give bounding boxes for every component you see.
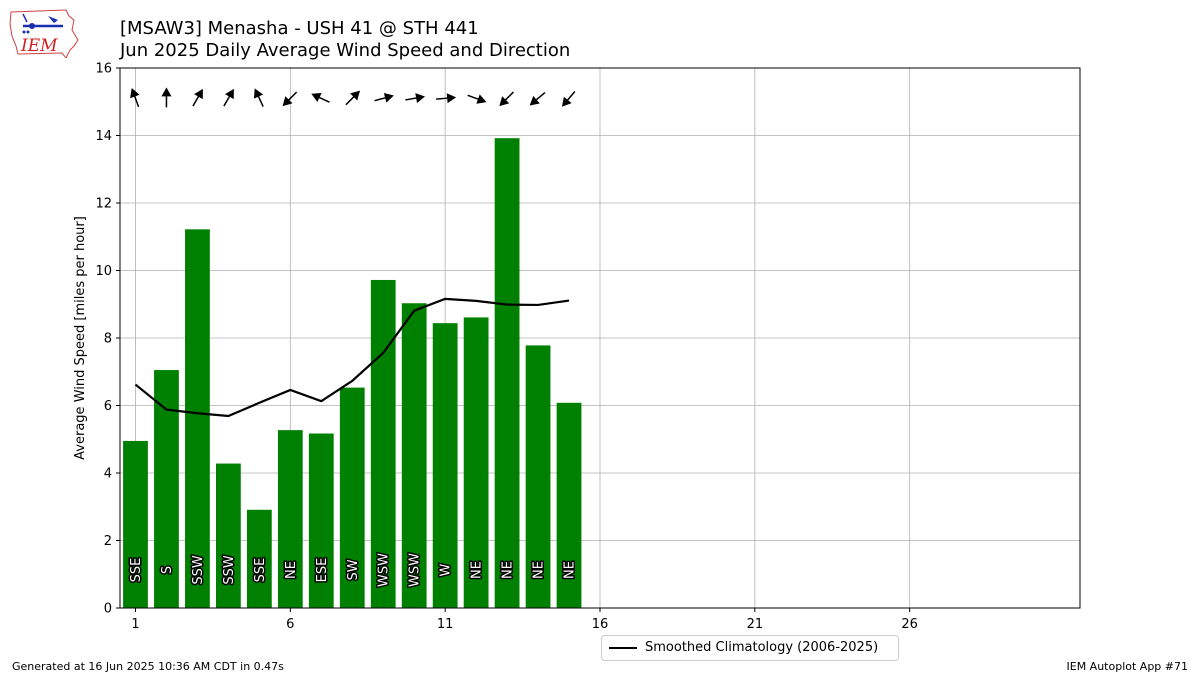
wind-arrows: [130, 87, 576, 108]
direction-label-outline: NE: [501, 561, 516, 579]
x-tick-label: 16: [592, 617, 609, 632]
direction-label: NE: [501, 561, 516, 579]
direction-label: NE: [532, 561, 547, 579]
direction-label: SW: [346, 559, 361, 580]
direction-label: NE: [470, 561, 485, 579]
wind-arrow: [467, 94, 487, 104]
chart-title: [MSAW3] Menasha - USH 41 @ STH 441: [120, 18, 479, 39]
chart-subtitle: Jun 2025 Daily Average Wind Speed and Di…: [120, 40, 571, 61]
y-tick-label: 8: [104, 332, 112, 347]
direction-label-outline: NE: [532, 561, 547, 579]
direction-label: NE: [284, 561, 299, 579]
direction-label: W: [439, 563, 454, 576]
bar: [185, 229, 210, 608]
direction-label: SSE: [253, 558, 268, 583]
direction-label-outline: SW: [346, 559, 361, 580]
legend: Smoothed Climatology (2006-2025): [601, 635, 899, 661]
bar: [246, 509, 272, 608]
wind-arrow: [311, 92, 330, 103]
wind-arrow: [405, 93, 426, 103]
y-tick-label: 16: [95, 62, 112, 77]
bars: [123, 138, 582, 608]
wind-arrow: [561, 90, 576, 107]
bar: [432, 323, 458, 608]
generated-timestamp: Generated at 16 Jun 2025 10:36 AM CDT in…: [12, 660, 284, 673]
iem-logo: IEM: [8, 6, 80, 59]
wind-arrow: [345, 90, 361, 106]
y-tick-label: 0: [104, 602, 112, 617]
wind-arrow: [130, 88, 140, 108]
y-tick-label: 12: [95, 197, 112, 212]
bar: [277, 430, 303, 608]
bar: [525, 345, 551, 608]
direction-label-outline: SSW: [191, 555, 206, 585]
direction-label: WSW: [408, 553, 423, 587]
direction-label-outline: ESE: [315, 558, 330, 583]
direction-label-outline: SSE: [129, 558, 144, 583]
y-axis-label: Average Wind Speed [miles per hour]: [73, 216, 88, 460]
wind-arrow: [499, 91, 514, 107]
direction-label-outline: S: [160, 566, 175, 574]
direction-label-outline: WSW: [408, 553, 423, 587]
direction-label-outline: NE: [470, 561, 485, 579]
y-tick-label: 10: [95, 264, 112, 279]
wind-arrow: [529, 92, 546, 106]
bar: [494, 138, 520, 608]
y-tick-label: 14: [95, 129, 112, 144]
direction-label: SSE: [129, 558, 144, 583]
wind-arrow: [223, 88, 234, 107]
wind-arrow: [436, 93, 457, 104]
svg-text:IEM: IEM: [20, 36, 58, 56]
direction-label-outline: NE: [563, 561, 578, 579]
bar: [463, 317, 489, 608]
bar: [339, 387, 365, 608]
wind-arrow: [374, 93, 394, 103]
x-tick-label: 26: [901, 617, 918, 632]
direction-label-outline: WSW: [377, 553, 392, 587]
app-label: IEM Autoplot App #71: [1066, 660, 1189, 673]
direction-label: S: [160, 566, 175, 574]
y-tick-label: 6: [104, 399, 112, 414]
wind-arrow: [253, 88, 264, 107]
direction-label-outline: SSW: [222, 555, 237, 585]
wind-arrow: [161, 87, 172, 108]
bar: [216, 463, 241, 608]
bar: [123, 440, 148, 608]
direction-label: WSW: [377, 553, 392, 587]
y-tick-label: 4: [104, 467, 112, 482]
climatology-line: [134, 297, 570, 418]
direction-label: SSW: [191, 555, 206, 585]
climatology-polyline: [134, 297, 570, 418]
wind-arrow: [192, 88, 203, 107]
bar: [370, 279, 396, 608]
direction-label: ESE: [315, 558, 330, 583]
legend-label: Smoothed Climatology (2006-2025): [645, 640, 879, 655]
bar: [556, 402, 582, 608]
direction-label-outline: W: [439, 563, 454, 576]
bar: [308, 433, 334, 608]
x-tick-label: 21: [747, 617, 764, 632]
x-tick-label: 1: [131, 617, 139, 632]
grid-lines: [120, 67, 1080, 609]
bar: [401, 303, 427, 608]
x-tick-label: 11: [437, 617, 454, 632]
direction-label-outline: NE: [284, 561, 299, 579]
y-tick-label: 2: [104, 534, 112, 549]
legend-line-swatch: [609, 647, 637, 649]
direction-label-outline: SSE: [253, 558, 268, 583]
direction-label: SSW: [222, 555, 237, 585]
wind-arrow: [282, 91, 298, 107]
direction-label: NE: [563, 561, 578, 579]
x-tick-label: 6: [286, 617, 294, 632]
